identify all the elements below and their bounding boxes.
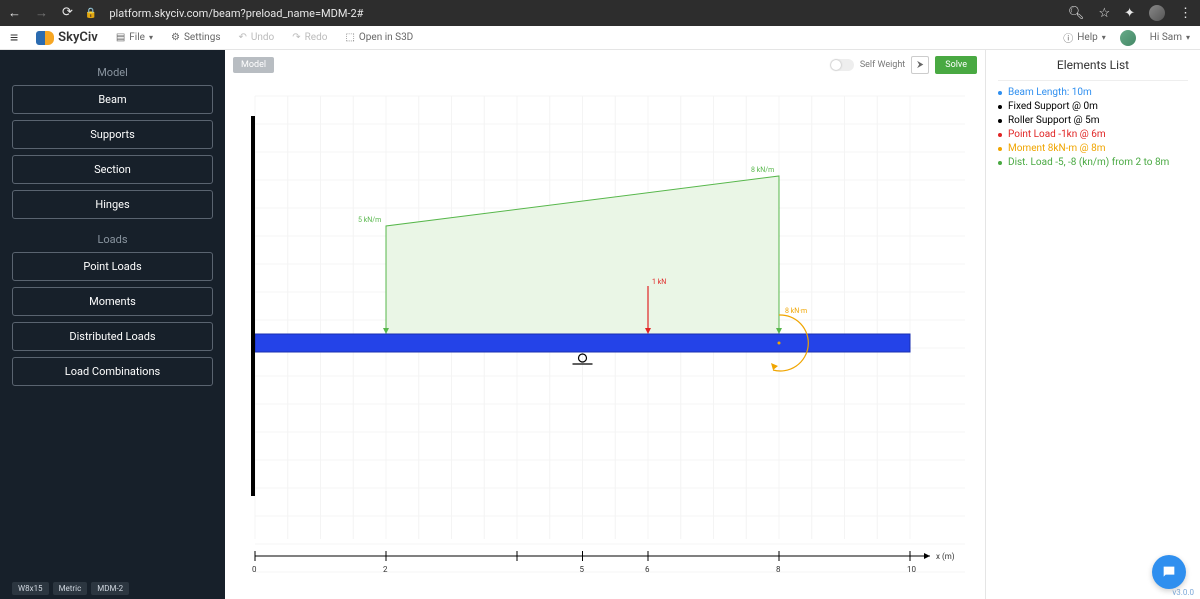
self-weight-label: Self Weight [860, 60, 905, 70]
search-icon[interactable]: 🔍︎ [1068, 6, 1085, 21]
profile-avatar-icon[interactable] [1149, 5, 1165, 21]
element-label: Fixed Support @ 0m [1008, 101, 1098, 112]
element-label: Moment 8kN-m @ 8m [1008, 143, 1105, 154]
element-label: Beam Length: 10m [1008, 87, 1092, 98]
settings-menu[interactable]: ⚙ Settings [171, 32, 220, 43]
element-dot-icon [998, 91, 1002, 95]
svg-text:8 kN/m: 8 kN/m [751, 166, 774, 174]
open-s3d-button[interactable]: ⬚ Open in S3D [345, 32, 413, 43]
kebab-icon[interactable]: ⋮ [1179, 6, 1192, 21]
svg-text:8 kN·m: 8 kN·m [785, 307, 807, 315]
back-icon[interactable]: ← [8, 5, 21, 21]
canvas[interactable]: Model Self Weight ⮞ Solve 5 kN/m 8 kN/m 1 … [225, 50, 985, 599]
self-weight-toggle[interactable] [830, 59, 854, 71]
distributed-loads-button[interactable]: Distributed Loads [12, 322, 213, 351]
svg-text:10: 10 [907, 565, 916, 574]
hinges-button[interactable]: Hinges [12, 190, 213, 219]
lock-icon: 🔒 [85, 8, 97, 19]
element-dot-icon [998, 105, 1002, 109]
star-icon[interactable]: ☆ [1098, 6, 1110, 21]
file-menu[interactable]: ▤ File ▾ [116, 32, 153, 43]
svg-text:1 kN: 1 kN [652, 278, 666, 286]
help-menu[interactable]: ⓘ Help ▾ [1063, 30, 1106, 45]
element-item[interactable]: Dist. Load -5, -8 (kn/m) from 2 to 8m [998, 157, 1188, 168]
element-item[interactable]: Roller Support @ 5m [998, 115, 1188, 126]
loads-header: Loads [12, 225, 213, 252]
browser-chrome: ← → ⟳ 🔒 platform.skyciv.com/beam?preload… [0, 0, 1200, 26]
user-avatar-icon[interactable] [1120, 30, 1136, 46]
load-combinations-button[interactable]: Load Combinations [12, 357, 213, 386]
solve-button[interactable]: Solve [935, 56, 977, 74]
logo[interactable]: SkyCiv [36, 30, 98, 45]
svg-text:6: 6 [645, 565, 650, 574]
beam-diagram: 5 kN/m 8 kN/m 1 kN 8 kN·m 0 2 5 6 8 10 x (m) [225, 76, 985, 599]
element-label: Roller Support @ 5m [1008, 115, 1100, 126]
url-bar[interactable]: platform.skyciv.com/beam?preload_name=MD… [109, 7, 363, 20]
supports-button[interactable]: Supports [12, 120, 213, 149]
element-item[interactable]: Point Load -1kn @ 6m [998, 129, 1188, 140]
model-header: Model [12, 58, 213, 85]
element-dot-icon [998, 119, 1002, 123]
svg-text:0: 0 [252, 565, 257, 574]
undo-button[interactable]: ↶ Undo [238, 32, 274, 43]
logo-icon [36, 31, 54, 45]
collapse-panel-icon[interactable]: ⮞ [911, 56, 929, 74]
status-units: Metric [53, 582, 88, 595]
element-dot-icon [998, 133, 1002, 137]
status-section: W8x15 [12, 582, 49, 595]
point-loads-button[interactable]: Point Loads [12, 252, 213, 281]
status-model: MDM-2 [91, 582, 129, 595]
elements-title: Elements List [998, 58, 1188, 81]
element-item[interactable]: Beam Length: 10m [998, 87, 1188, 98]
svg-text:8: 8 [776, 565, 781, 574]
elements-panel: Elements List Beam Length: 10m Fixed Supp… [985, 50, 1200, 599]
reload-icon[interactable]: ⟳ [62, 5, 73, 21]
beam-button[interactable]: Beam [12, 85, 213, 114]
version-label: v3.0.0 [1172, 588, 1194, 597]
svg-text:2: 2 [383, 565, 388, 574]
element-label: Dist. Load -5, -8 (kn/m) from 2 to 8m [1008, 157, 1169, 168]
brand-text: SkyCiv [58, 30, 98, 45]
element-item[interactable]: Moment 8kN-m @ 8m [998, 143, 1188, 154]
app-toolbar: ≡ SkyCiv ▤ File ▾ ⚙ Settings ↶ Undo ↷ Re… [0, 26, 1200, 50]
extensions-icon[interactable]: ✦ [1124, 6, 1135, 21]
moments-button[interactable]: Moments [12, 287, 213, 316]
user-menu[interactable]: Hi Sam ▾ [1150, 32, 1190, 43]
tab-model[interactable]: Model [233, 57, 274, 73]
element-item[interactable]: Fixed Support @ 0m [998, 101, 1188, 112]
redo-button[interactable]: ↷ Redo [292, 32, 327, 43]
svg-text:x (m): x (m) [936, 552, 955, 561]
section-button[interactable]: Section [12, 155, 213, 184]
forward-icon[interactable]: → [35, 5, 48, 21]
sidebar: Model Beam Supports Section Hinges Loads… [0, 50, 225, 599]
menu-icon[interactable]: ≡ [10, 29, 18, 46]
svg-text:5 kN/m: 5 kN/m [358, 216, 381, 224]
chat-icon[interactable] [1152, 555, 1186, 589]
svg-text:5: 5 [580, 565, 585, 574]
element-dot-icon [998, 161, 1002, 165]
element-dot-icon [998, 147, 1002, 151]
element-label: Point Load -1kn @ 6m [1008, 129, 1106, 140]
